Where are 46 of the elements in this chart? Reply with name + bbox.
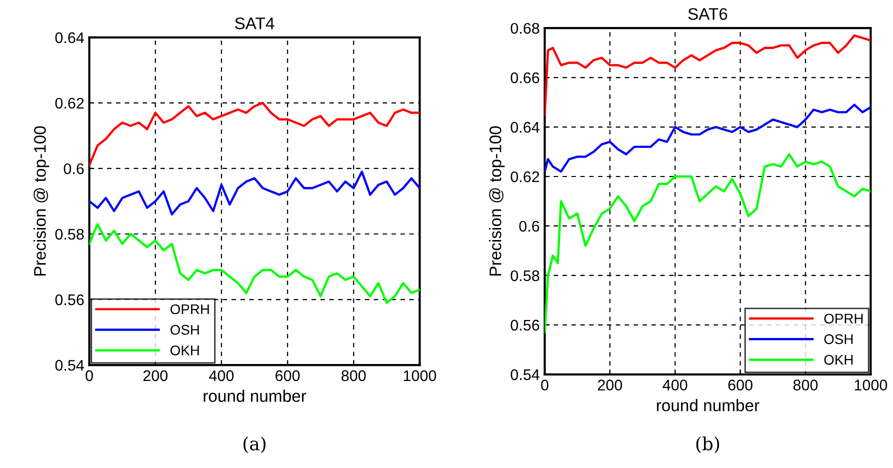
chart-title: SAT4 [235, 17, 274, 30]
line-series [89, 102, 420, 166]
x-axis-title: round number [204, 390, 306, 402]
line-series [89, 170, 420, 216]
x-tick-label: 0 [541, 380, 548, 390]
y-tick-label: 0.62 [510, 171, 540, 182]
legend-label: OSH [170, 324, 199, 335]
line-series [89, 223, 420, 304]
y-tick-label: 0.56 [510, 320, 540, 331]
y-tick-label: 0.66 [510, 72, 540, 84]
y-tick-label: 0.54 [55, 360, 84, 371]
line-series [544, 104, 871, 173]
x-axis-title: round number [656, 399, 760, 412]
x-tick-label: 400 [662, 380, 688, 390]
legend-label: OSH [824, 334, 853, 344]
y-tick-label: 0.6 [519, 220, 540, 232]
text: (b) [696, 436, 720, 454]
text: (a) [244, 436, 266, 454]
legend-label: OKH [170, 346, 199, 356]
y-tick-label: 0.64 [510, 122, 540, 133]
line-series [544, 34, 871, 116]
legend-label: OKH [824, 354, 853, 365]
line-series [544, 153, 871, 334]
y-tick-label: 0.68 [510, 22, 540, 34]
chart-title: SAT6 [688, 8, 728, 20]
y-tick-label: 0.58 [510, 270, 540, 282]
x-tick-label: 0 [86, 370, 93, 382]
y-tick-label: 0.6 [64, 163, 84, 174]
x-tick-label: 1000 [854, 380, 888, 390]
x-tick-label: 400 [209, 370, 234, 382]
y-tick-label: 0.56 [55, 294, 84, 306]
x-tick-label: 200 [143, 370, 168, 382]
y-axis-title: Precision @ top-100 [34, 126, 50, 276]
y-tick-label: 0.54 [510, 369, 540, 380]
y-tick-label: 0.58 [55, 228, 84, 240]
legend-label: OPRH [170, 304, 209, 314]
legend-label: OPRH [824, 314, 863, 324]
x-tick-label: 200 [598, 380, 622, 390]
x-tick-label: 800 [793, 380, 818, 390]
x-tick-label: 800 [342, 370, 366, 382]
y-axis-title: Precision @ top-100 [489, 126, 505, 276]
y-tick-label: 0.62 [55, 98, 84, 109]
y-tick-label: 0.64 [55, 32, 84, 44]
x-tick-label: 1000 [404, 370, 436, 382]
x-tick-label: 600 [728, 380, 752, 390]
x-tick-label: 600 [276, 370, 300, 382]
